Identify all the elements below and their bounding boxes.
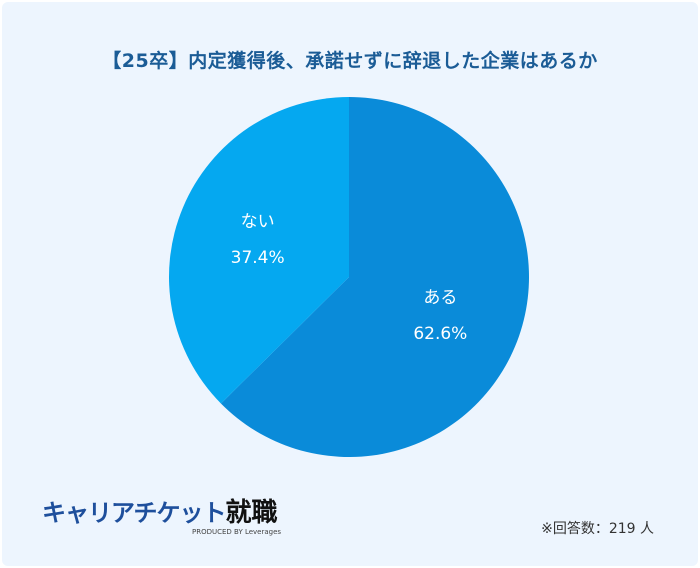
slice-category-label: ない <box>241 212 275 232</box>
logo-sub: PRODUCED BY Leverages <box>192 528 282 536</box>
logo-kanji: 就職 <box>225 498 278 528</box>
pie-slice-0 <box>220 97 529 457</box>
pie-slice-1 <box>169 97 349 404</box>
slice-value-label: 62.6% <box>413 324 467 344</box>
slice-category-label: ある <box>423 288 457 308</box>
chart-title: 【25卒】内定獲得後、承諾せずに辞退した企業はあるか <box>102 50 598 72</box>
logo: キャリアチケット就職 PRODUCED BY Leverages <box>42 492 281 536</box>
logo-main: キャリアチケット <box>42 499 227 527</box>
slice-value-label: 37.4% <box>231 248 285 268</box>
respondent-note: ※回答数：219 人 <box>541 521 654 537</box>
